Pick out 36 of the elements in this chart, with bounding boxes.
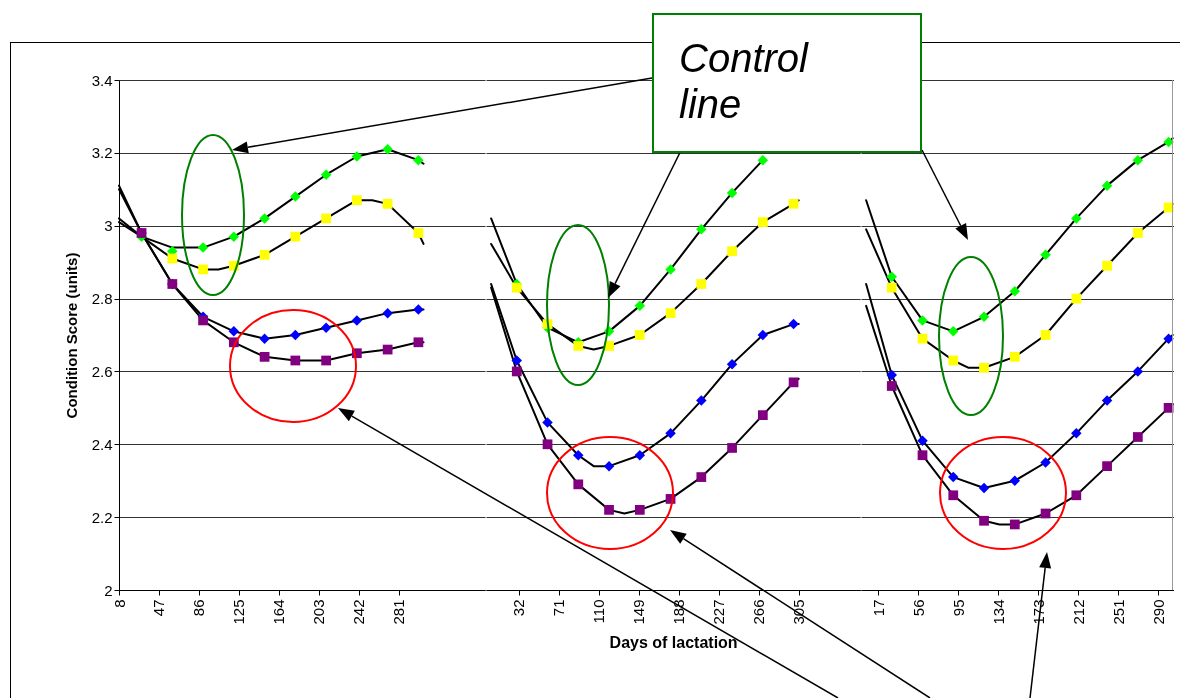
y-tick-label: 2.8 (91, 290, 113, 308)
y-axis-title: Condition Score (units) (62, 252, 80, 419)
y-tick-label: 2.4 (91, 435, 113, 453)
x-tick-label: 164 (270, 599, 288, 625)
x-tick-label: 281 (390, 599, 408, 625)
x-tick-label: 125 (230, 599, 248, 625)
x-tick-label: 251 (1109, 599, 1127, 625)
y-tick-label: 2.2 (91, 508, 113, 526)
x-tick-label: 188 (670, 599, 688, 625)
x-tick-label: 134 (989, 599, 1007, 625)
x-tick-label: 149 (630, 599, 648, 625)
x-tick-label: 173 (1029, 599, 1047, 625)
y-tick-label: 3.2 (91, 144, 113, 162)
x-axis-title: Days of lactation (609, 633, 738, 651)
y-tick-label: 3 (104, 217, 113, 235)
x-tick-label: 47 (150, 599, 168, 617)
x-tick-label: 56 (909, 599, 927, 617)
y-tick-label: 2.6 (91, 362, 113, 380)
x-tick-label: 32 (510, 599, 528, 617)
x-tick-label: 95 (949, 599, 967, 617)
x-tick-label: 110 (590, 599, 608, 624)
x-tick-label: 212 (1069, 599, 1087, 625)
x-tick-label: 17 (869, 599, 887, 617)
x-tick-label: 71 (550, 599, 568, 617)
x-tick-label: 86 (190, 599, 208, 617)
x-tick-label: 305 (790, 599, 808, 625)
annotation: Control line (679, 35, 810, 127)
y-tick-label: 2 (104, 581, 113, 599)
x-tick-label: 290 (1149, 599, 1167, 625)
callout-box: Control line (652, 13, 922, 153)
x-tick-label: 242 (350, 599, 368, 625)
x-tick-label: 227 (710, 599, 728, 625)
y-tick-label: 3.4 (91, 71, 113, 89)
x-tick-label: 266 (750, 599, 768, 625)
x-tick-label: 203 (310, 599, 328, 625)
x-tick-label: 8 (110, 599, 128, 608)
